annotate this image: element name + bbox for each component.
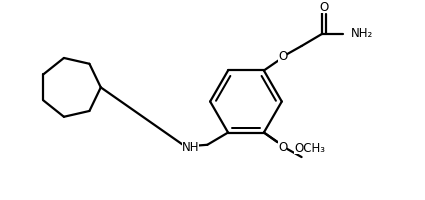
Text: O: O xyxy=(278,50,287,63)
Text: O: O xyxy=(278,140,287,153)
Text: NH: NH xyxy=(181,140,199,153)
Text: NH₂: NH₂ xyxy=(351,27,373,40)
Text: OCH₃: OCH₃ xyxy=(294,141,325,154)
Text: O: O xyxy=(320,1,329,14)
